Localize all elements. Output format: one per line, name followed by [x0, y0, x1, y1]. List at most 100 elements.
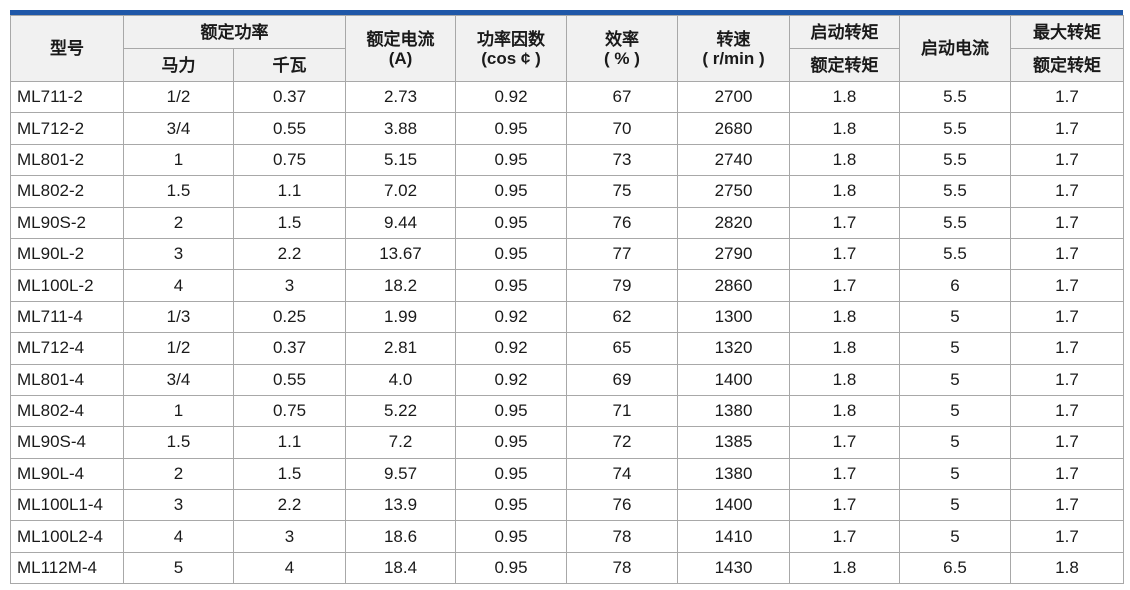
table-row: ML90S-4 1.5 1.1 7.2 0.95 72 1385 1.7 5 1.7: [10, 426, 1124, 459]
table-cell: 1.7: [1010, 426, 1124, 459]
table-cell: 0.92: [455, 80, 567, 114]
table-cell: 1.5: [233, 457, 346, 491]
table-cell: 6: [899, 269, 1011, 302]
table-cell: 1.7: [1010, 394, 1124, 428]
table-cell: 1: [123, 394, 234, 428]
table-cell: 5: [899, 457, 1011, 491]
table-cell: 1.8: [789, 112, 900, 145]
table-cell: 1380: [677, 394, 790, 428]
table-cell: 0.95: [455, 394, 567, 428]
table-cell: 1.8: [789, 175, 900, 208]
table-cell: 1.99: [345, 300, 456, 334]
model-cell: ML90S-2: [10, 206, 124, 239]
table-cell: 0.95: [455, 143, 567, 177]
table-cell: 0.95: [455, 269, 567, 302]
table-row: ML712-4 1/2 0.37 2.81 0.92 65 1320 1.8 5 1.7: [10, 332, 1124, 365]
table-cell: 1/2: [123, 332, 234, 365]
header-power-factor: 功率因数 (cos ¢ ): [455, 15, 567, 82]
header-kw: 千瓦: [233, 48, 346, 82]
table-row: ML100L2-4 4 3 18.6 0.95 78 1410 1.7 5 1.7: [10, 520, 1124, 553]
table-cell: 1380: [677, 457, 790, 491]
table-cell: 1.7: [789, 269, 900, 302]
table-cell: 1.7: [789, 206, 900, 239]
table-cell: 75: [566, 175, 678, 208]
table-cell: 1.7: [789, 489, 900, 522]
table-cell: 62: [566, 300, 678, 334]
table-cell: 18.2: [345, 269, 456, 302]
table-cell: 3: [123, 489, 234, 522]
table-cell: 5.5: [899, 112, 1011, 145]
table-cell: 72: [566, 426, 678, 459]
model-cell: ML100L1-4: [10, 489, 124, 522]
table-cell: 2700: [677, 80, 790, 114]
table-cell: 78: [566, 551, 678, 585]
table-cell: 18.4: [345, 551, 456, 585]
header-hp: 马力: [123, 48, 234, 82]
table-cell: 5.5: [899, 143, 1011, 177]
model-cell: ML801-2: [10, 143, 124, 177]
table-cell: 1.5: [123, 426, 234, 459]
table-cell: 0.55: [233, 363, 346, 396]
header-max-torque: 最大转矩: [1010, 15, 1124, 49]
table-cell: 69: [566, 363, 678, 396]
table-cell: 3: [233, 520, 346, 553]
table-cell: 1.7: [1010, 206, 1124, 239]
table-cell: 2.73: [345, 80, 456, 114]
table-row: ML802-2 1.5 1.1 7.02 0.95 75 2750 1.8 5.5 1.7: [10, 175, 1124, 208]
table-cell: 3/4: [123, 112, 234, 145]
table-cell: 0.25: [233, 300, 346, 334]
header-rated-current: 额定电流 (A): [345, 15, 456, 82]
table-cell: 0.92: [455, 300, 567, 334]
table-cell: 2860: [677, 269, 790, 302]
table-cell: 13.67: [345, 237, 456, 271]
table-cell: 0.92: [455, 332, 567, 365]
header-start-torque: 启动转矩: [789, 15, 900, 49]
table-cell: 3/4: [123, 363, 234, 396]
table-cell: 3.88: [345, 112, 456, 145]
motor-spec-table: 型号 额定功率 额定电流 (A) 功率因数 (cos ¢ ) 效率( % ) 转速(…: [10, 15, 1124, 585]
table-row: ML802-4 1 0.75 5.22 0.95 71 1380 1.8 5 1.7: [10, 394, 1124, 428]
table-row: ML100L-2 4 3 18.2 0.95 79 2860 1.7 6 1.7: [10, 269, 1124, 302]
table-cell: 4: [123, 269, 234, 302]
table-row: ML90L-4 2 1.5 9.57 0.95 74 1380 1.7 5 1.7: [10, 457, 1124, 491]
table-cell: 2: [123, 206, 234, 239]
table-cell: 7.02: [345, 175, 456, 208]
table-cell: 79: [566, 269, 678, 302]
table-cell: 0.37: [233, 80, 346, 114]
table-cell: 2: [123, 457, 234, 491]
table-cell: 70: [566, 112, 678, 145]
table-cell: 1400: [677, 489, 790, 522]
table-cell: 2.2: [233, 489, 346, 522]
table-cell: 5.5: [899, 80, 1011, 114]
table-cell: 2750: [677, 175, 790, 208]
table-cell: 2790: [677, 237, 790, 271]
table-cell: 1.7: [1010, 363, 1124, 396]
table-cell: 1.8: [789, 394, 900, 428]
table-cell: 1/3: [123, 300, 234, 334]
table-cell: 1.7: [1010, 457, 1124, 491]
model-cell: ML90L-2: [10, 237, 124, 271]
header-rated-power: 额定功率: [123, 15, 346, 49]
table-cell: 1.7: [1010, 237, 1124, 271]
table-cell: 0.95: [455, 237, 567, 271]
table-cell: 1385: [677, 426, 790, 459]
table-cell: 7.2: [345, 426, 456, 459]
table-cell: 3: [123, 237, 234, 271]
table-cell: 1.8: [789, 143, 900, 177]
table-cell: 1.7: [789, 237, 900, 271]
table-cell: 1.8: [789, 300, 900, 334]
table-cell: 78: [566, 520, 678, 553]
table-cell: 71: [566, 394, 678, 428]
table-cell: 5.15: [345, 143, 456, 177]
table-cell: 1.7: [1010, 269, 1124, 302]
table-cell: 1.8: [789, 80, 900, 114]
table-cell: 65: [566, 332, 678, 365]
table-cell: 5.5: [899, 206, 1011, 239]
table-cell: 1.8: [789, 332, 900, 365]
table-cell: 5.5: [899, 175, 1011, 208]
table-cell: 1: [123, 143, 234, 177]
table-cell: 3: [233, 269, 346, 302]
table-cell: 1.7: [789, 520, 900, 553]
model-cell: ML711-2: [10, 80, 124, 114]
model-cell: ML801-4: [10, 363, 124, 396]
